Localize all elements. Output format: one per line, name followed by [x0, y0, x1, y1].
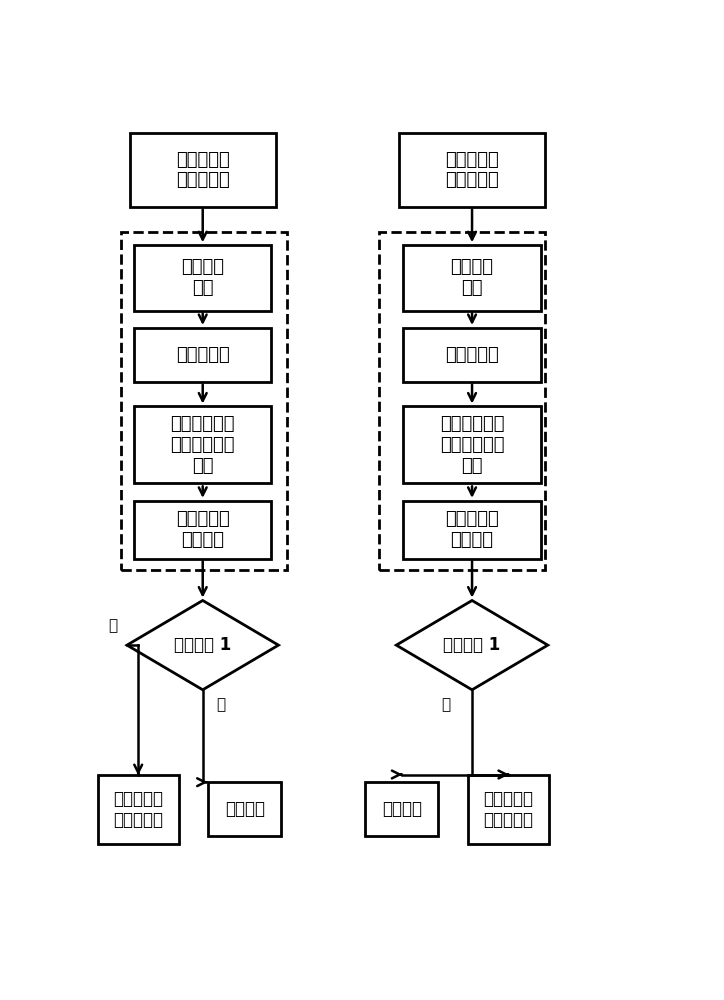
- Bar: [366, 782, 439, 836]
- Text: 轮椅移动: 轮椅移动: [382, 800, 422, 818]
- Bar: [134, 245, 272, 311]
- Bar: [134, 501, 272, 559]
- Text: 先双脚后右
手动作想象: 先双脚后右 手动作想象: [445, 151, 499, 189]
- Bar: [122, 232, 287, 570]
- Text: 采集脑电
信息: 采集脑电 信息: [181, 258, 224, 297]
- Text: 轮椅保持前
一时段状态: 轮椅保持前 一时段状态: [484, 790, 534, 829]
- Bar: [403, 245, 541, 311]
- Text: 前一时间段与
后一时间段的
增量: 前一时间段与 后一时间段的 增量: [439, 415, 505, 475]
- Bar: [379, 232, 545, 570]
- Bar: [209, 782, 281, 836]
- Bar: [403, 501, 541, 559]
- Polygon shape: [127, 600, 279, 690]
- Text: 采集脑电
信息: 采集脑电 信息: [450, 258, 494, 297]
- Bar: [468, 774, 550, 844]
- Text: 前一时间段与
后一时间段的
增量: 前一时间段与 后一时间段的 增量: [170, 415, 235, 475]
- Bar: [98, 774, 179, 844]
- Bar: [134, 406, 272, 483]
- Text: 先右手后双
脚动作想象: 先右手后双 脚动作想象: [176, 151, 230, 189]
- Bar: [134, 328, 272, 382]
- Text: 布尔数为 1: 布尔数为 1: [174, 636, 232, 654]
- Polygon shape: [396, 600, 548, 690]
- Text: 信号预处理: 信号预处理: [445, 346, 499, 364]
- Text: 轮椅保持前
一时段状态: 轮椅保持前 一时段状态: [113, 790, 163, 829]
- Bar: [130, 133, 276, 207]
- Text: 信号预处理: 信号预处理: [176, 346, 230, 364]
- Text: 增量符号形
成布尔数: 增量符号形 成布尔数: [176, 510, 230, 549]
- Text: 是: 是: [216, 698, 226, 712]
- Text: 布尔数为 1: 布尔数为 1: [443, 636, 501, 654]
- Bar: [403, 328, 541, 382]
- Text: 增量符号形
成布尔数: 增量符号形 成布尔数: [445, 510, 499, 549]
- Text: 否: 否: [109, 619, 117, 634]
- Text: 轮椅停止: 轮椅停止: [225, 800, 265, 818]
- Bar: [403, 406, 541, 483]
- Text: 是: 是: [441, 698, 450, 712]
- Bar: [399, 133, 545, 207]
